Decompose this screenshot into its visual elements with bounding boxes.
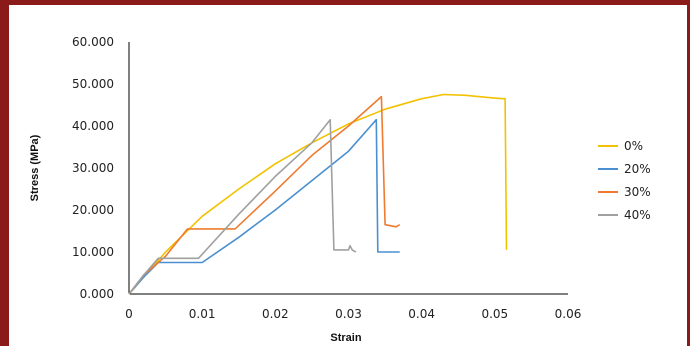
y-tick-label: 50.000 [72,77,114,91]
y-tick-label: 40.000 [72,119,114,133]
x-tick-label: 0.06 [555,307,582,321]
series-line-30pct [128,95,401,295]
y-tick-label: 10.000 [72,245,114,259]
series-line-20pct [128,118,400,295]
y-tick-label: 60.000 [72,35,114,49]
series-lines [128,93,508,295]
y-axis-label: Stress (MPa) [29,134,41,201]
tick-labels: 0 0.01 0.02 0.03 0.04 0.05 0.06 0.000 10.000 20.0… [72,35,581,321]
legend: 0% 20% 30% 40% [598,139,651,222]
series-line-40pct [128,118,357,295]
axes [128,42,568,295]
x-tick-label: 0.01 [189,307,216,321]
series-line-0pct [128,93,508,295]
y-tick-label: 30.000 [72,161,114,175]
x-tick-label: 0.03 [335,307,362,321]
x-axis-label: Strain [330,332,361,344]
x-tick-label: 0.05 [481,307,508,321]
x-tick-label: 0.02 [262,307,289,321]
x-tick-label: 0.04 [408,307,435,321]
legend-label: 40% [624,208,651,222]
y-tick-label: 20.000 [72,203,114,217]
y-tick-label: 0.000 [80,287,114,301]
x-tick-label: 0 [125,307,133,321]
legend-label: 0% [624,139,643,153]
legend-label: 30% [624,185,651,199]
legend-label: 20% [624,162,651,176]
